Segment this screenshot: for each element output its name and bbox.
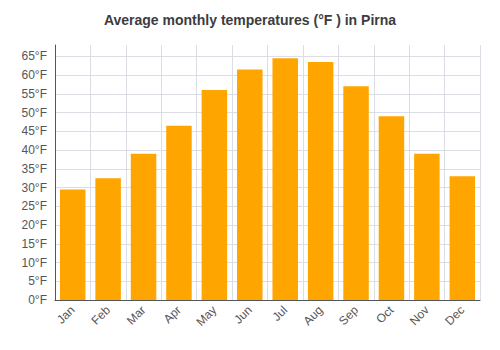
svg-text:Jan: Jan (54, 303, 78, 327)
svg-text:50°F: 50°F (22, 106, 47, 120)
svg-text:Average monthly temperatures (: Average monthly temperatures (°F ) in Pi… (104, 12, 396, 28)
svg-text:15°F: 15°F (22, 237, 47, 251)
svg-text:5°F: 5°F (28, 274, 47, 288)
svg-text:Jul: Jul (269, 303, 290, 324)
svg-text:40°F: 40°F (22, 143, 47, 157)
svg-text:55°F: 55°F (22, 87, 47, 101)
svg-text:May: May (193, 303, 219, 329)
svg-text:Nov: Nov (407, 303, 432, 328)
svg-text:10°F: 10°F (22, 256, 47, 270)
svg-text:0°F: 0°F (28, 293, 47, 307)
svg-text:Sep: Sep (336, 303, 361, 328)
svg-text:Feb: Feb (89, 303, 114, 328)
svg-text:Jun: Jun (231, 303, 255, 327)
svg-text:45°F: 45°F (22, 124, 47, 138)
svg-text:20°F: 20°F (22, 218, 47, 232)
svg-text:65°F: 65°F (22, 49, 47, 63)
svg-text:Aug: Aug (301, 303, 326, 328)
svg-text:35°F: 35°F (22, 162, 47, 176)
svg-text:60°F: 60°F (22, 68, 47, 82)
svg-text:25°F: 25°F (22, 199, 47, 213)
svg-text:Dec: Dec (442, 303, 467, 328)
svg-text:30°F: 30°F (22, 181, 47, 195)
svg-text:Mar: Mar (124, 303, 149, 327)
svg-text:Apr: Apr (161, 303, 184, 326)
svg-text:Oct: Oct (373, 303, 397, 327)
